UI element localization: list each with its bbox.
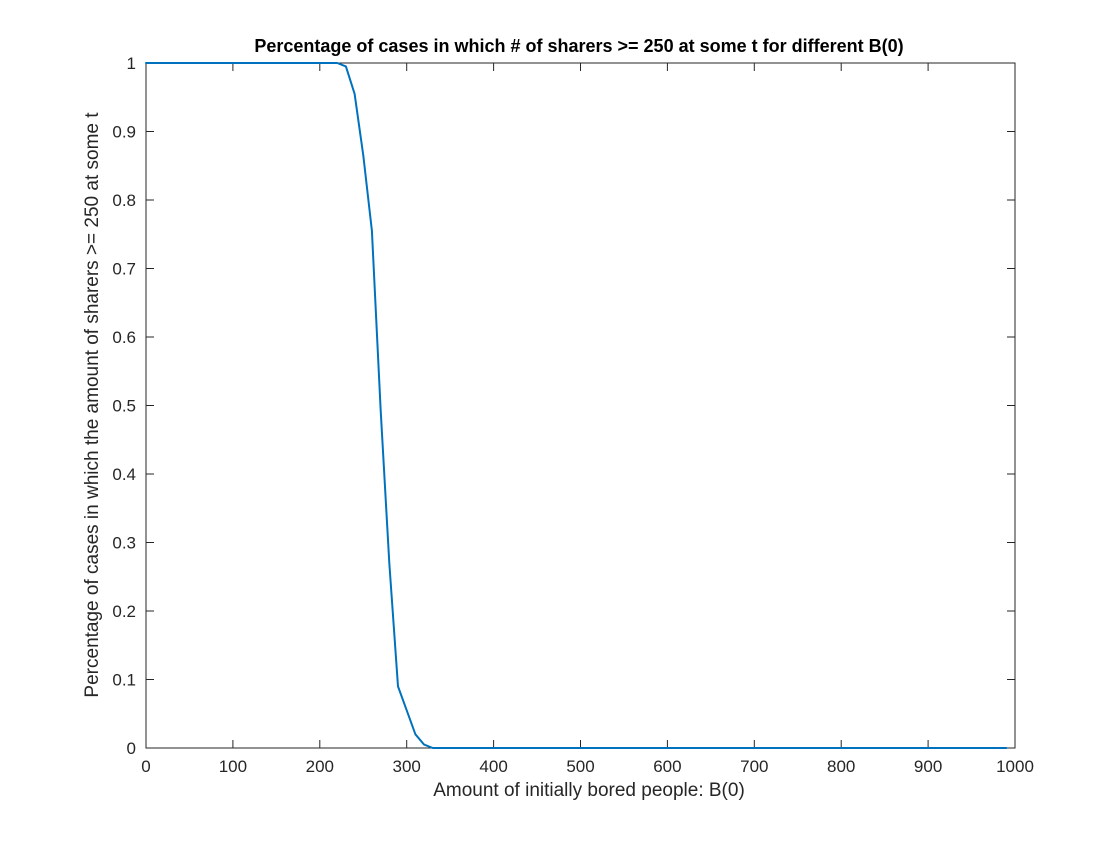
y-tick-label-7: 0.7 (112, 260, 136, 279)
y-axis-label: Percentage of cases in which the amount … (82, 112, 103, 698)
x-tick-label-7: 700 (740, 757, 768, 776)
plot-frame (145, 62, 1016, 749)
x-tick-label-1: 100 (219, 757, 247, 776)
series-layer (145, 62, 1008, 749)
y-tick-label-9: 0.9 (112, 123, 136, 142)
x-axis: 0 100 200 300 400 500 600 700 800 900 1000 (141, 63, 1034, 776)
x-tick-label-4: 400 (479, 757, 507, 776)
x-tick-label-9: 900 (914, 757, 942, 776)
x-tick-label-6: 600 (653, 757, 681, 776)
x-axis-label: Amount of initially bored people: B(0) (433, 780, 745, 801)
y-tick-label-0: 0 (127, 739, 136, 758)
y-tick-label-5: 0.5 (112, 397, 136, 416)
x-tick-label-2: 200 (306, 757, 334, 776)
y-tick-label-1: 0.1 (112, 671, 136, 690)
chart-title: Percentage of cases in which # of sharer… (254, 36, 903, 56)
y-tick-label-2: 0.2 (112, 602, 136, 621)
plot-box (145, 62, 1016, 749)
x-tick-label-10: 1000 (996, 757, 1034, 776)
x-tick-label-3: 300 (393, 757, 421, 776)
y-tick-label-8: 0.8 (112, 191, 136, 210)
x-tick-label-5: 500 (566, 757, 594, 776)
y-tick-label-6: 0.6 (112, 328, 136, 347)
x-tick-label-0: 0 (141, 757, 150, 776)
y-tick-label-10: 1 (127, 54, 136, 73)
y-tick-label-4: 0.4 (112, 465, 136, 484)
series-line-0 (145, 62, 1008, 749)
x-tick-label-8: 800 (827, 757, 855, 776)
y-tick-label-3: 0.3 (112, 534, 136, 553)
